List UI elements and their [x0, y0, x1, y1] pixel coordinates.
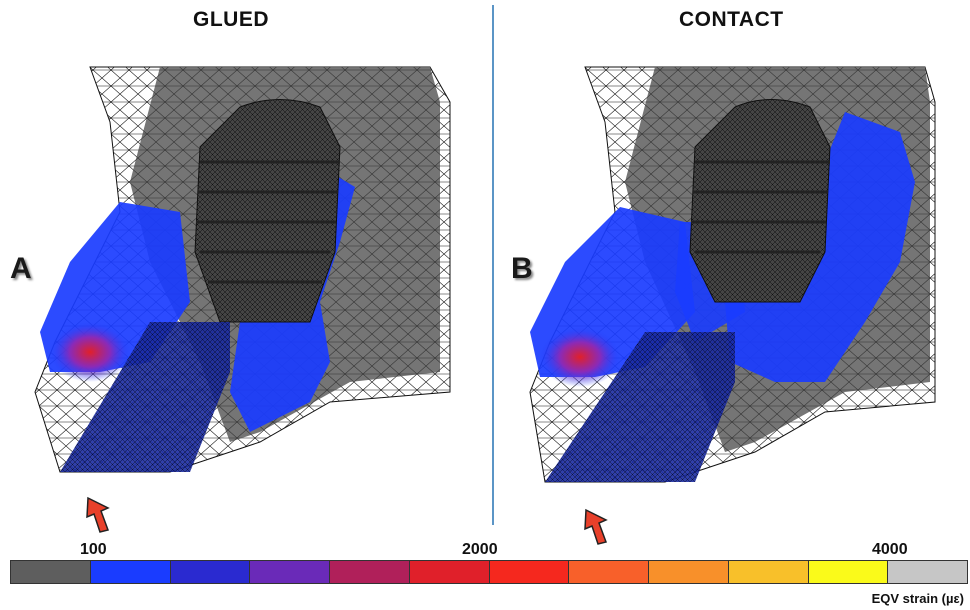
scale-segment-0: [11, 561, 91, 583]
panel-title-contact: CONTACT: [679, 8, 784, 31]
panel-title-glued: GLUED: [193, 8, 269, 31]
scale-segment-4: [330, 561, 410, 583]
scale-segment-3: [250, 561, 330, 583]
fem-model-glued: [34, 66, 451, 473]
scale-tick-label: 2000: [462, 541, 498, 558]
fem-model-contact: [529, 66, 936, 483]
panel-divider: [492, 5, 494, 525]
scale-segment-2: [170, 561, 251, 583]
scale-segment-11: [888, 561, 967, 583]
scale-segment-5: [409, 561, 490, 583]
load-arrow-icon: [584, 508, 608, 545]
scale-segment-1: [90, 561, 171, 583]
scale-tick-label: 100: [80, 541, 107, 558]
scale-segment-10: [808, 561, 889, 583]
scale-segment-6: [489, 561, 570, 583]
scale-segment-9: [728, 561, 809, 583]
scale-segment-8: [649, 561, 729, 583]
panel-label-a: A: [10, 252, 32, 285]
strain-color-scale: [10, 560, 968, 584]
load-arrow-icon: [86, 496, 110, 533]
scale-unit-label: EQV strain (µε): [871, 591, 964, 606]
panel-label-b: B: [511, 252, 533, 285]
scale-tick-label: 4000: [872, 541, 908, 558]
scale-segment-7: [569, 561, 649, 583]
